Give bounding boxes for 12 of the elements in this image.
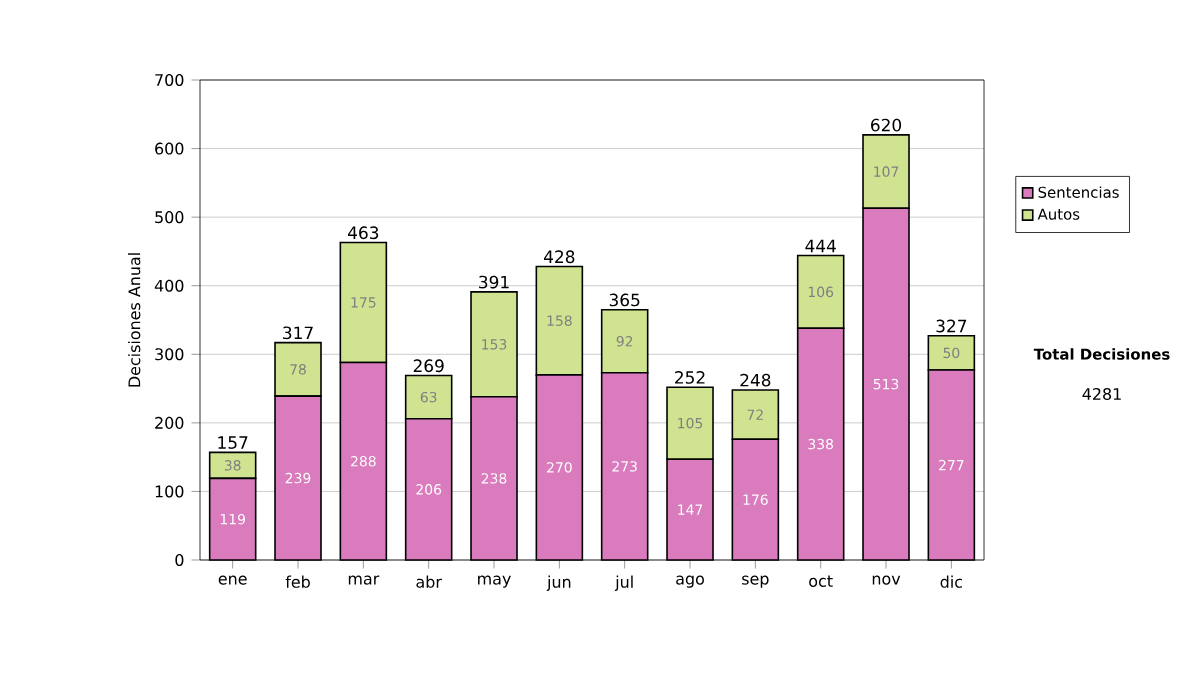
total-label: 365: [609, 293, 640, 307]
total-label: 252: [675, 371, 705, 384]
total-label: 269: [413, 359, 444, 373]
total-label: 391: [479, 275, 509, 289]
total-label: 428: [544, 250, 575, 264]
total-label: 444: [805, 239, 836, 253]
total-label: 248: [740, 373, 771, 387]
total-label: 327: [936, 319, 967, 333]
total-label: 620: [871, 118, 902, 132]
total-label: 157: [218, 436, 248, 449]
total-label: 317: [283, 326, 313, 340]
total-label: 463: [348, 226, 379, 240]
